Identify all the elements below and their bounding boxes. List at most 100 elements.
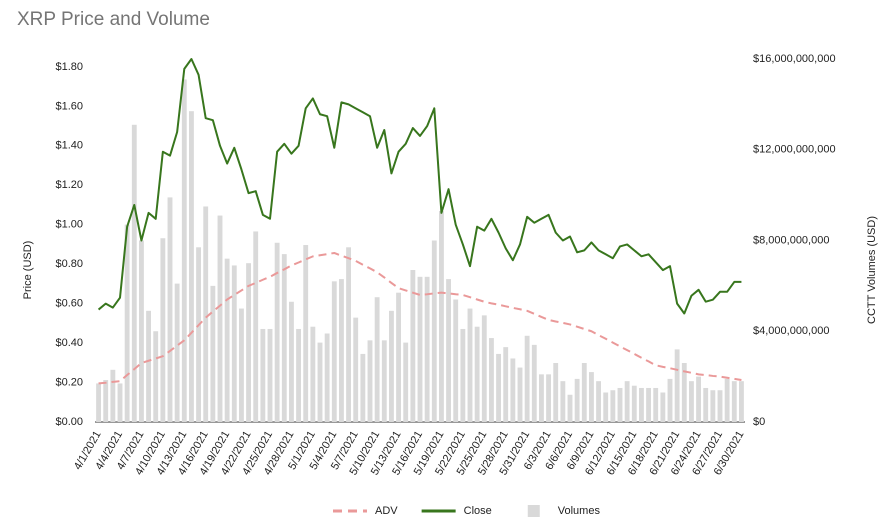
bar: [181, 79, 187, 422]
bar: [424, 276, 430, 422]
bar: [724, 378, 730, 422]
bar: [203, 206, 209, 422]
bar: [539, 374, 544, 422]
bar: [139, 240, 144, 422]
bar: [689, 381, 694, 422]
bar: [117, 383, 123, 422]
bar: [617, 387, 623, 422]
line-close: [97, 58, 742, 315]
bar: [274, 242, 280, 422]
bar: [339, 279, 344, 422]
legend-label: Volumes: [558, 505, 601, 517]
bar: [153, 331, 159, 422]
bar: [417, 276, 423, 422]
bar: [603, 392, 609, 422]
bar: [524, 335, 530, 422]
bar: [481, 315, 487, 422]
bar: [146, 310, 151, 422]
y2-tick-label: $16,000,000,000: [753, 53, 836, 65]
bar: [467, 308, 473, 422]
bar: [403, 342, 409, 422]
bar: [289, 301, 294, 422]
bar: [96, 383, 101, 422]
bar: [489, 338, 494, 422]
bar: [581, 363, 587, 422]
bar: [260, 328, 266, 422]
bar: [131, 124, 137, 422]
bar: [574, 378, 580, 422]
bar: [231, 265, 237, 422]
bar: [410, 269, 416, 422]
bar: [353, 317, 359, 422]
y-tick-label: $1.00: [55, 219, 83, 231]
bar: [589, 372, 594, 422]
bar: [217, 215, 223, 422]
bar: [324, 333, 330, 422]
y-tick-label: $1.40: [55, 140, 83, 152]
bar: [739, 381, 744, 422]
y-tick-label: $1.20: [55, 179, 83, 191]
bar: [674, 349, 680, 422]
y-tick-label: $0.40: [55, 337, 83, 349]
bar: [460, 328, 466, 422]
bar: [546, 374, 551, 422]
bar: [610, 390, 616, 422]
legend-swatch: [527, 505, 540, 517]
bar: [360, 353, 366, 422]
bar: [696, 376, 701, 422]
bar: [367, 340, 373, 422]
y2-axis-title: CCTT Volumes (USD): [866, 216, 878, 324]
bar: [224, 258, 230, 422]
bar: [160, 238, 166, 422]
bar: [267, 328, 273, 422]
bar: [239, 308, 244, 422]
bar: [374, 297, 380, 422]
legend-label: Close: [464, 505, 492, 517]
bar: [446, 279, 451, 422]
bar: [717, 390, 723, 422]
bar: [110, 369, 116, 422]
y-tick-label: $1.80: [55, 61, 83, 73]
bar: [296, 328, 301, 422]
bar: [667, 378, 673, 422]
y2-tick-label: $8,000,000,000: [753, 234, 829, 246]
bar: [310, 326, 316, 422]
bar: [560, 381, 566, 422]
bar: [381, 340, 387, 422]
bar: [167, 197, 173, 422]
bar: [731, 381, 737, 422]
bar: [710, 390, 716, 422]
y2-tick-label: $0: [753, 416, 765, 428]
bar: [531, 344, 537, 422]
bar: [196, 247, 201, 422]
bar: [389, 310, 394, 422]
bar: [660, 392, 666, 422]
bar: [681, 363, 687, 422]
y-tick-label: $1.60: [55, 100, 83, 112]
bar: [246, 263, 251, 422]
bar: [331, 281, 337, 422]
bar: [703, 387, 709, 422]
bar: [624, 381, 630, 422]
bar: [631, 385, 637, 422]
bar: [474, 326, 480, 422]
bar: [124, 224, 130, 422]
bar: [103, 380, 109, 422]
bar: [431, 240, 437, 422]
bar: [281, 254, 287, 422]
bar: [503, 347, 509, 422]
chart-title: XRP Price and Volume: [17, 9, 210, 30]
y2-tick-label: $4,000,000,000: [753, 325, 829, 337]
bar: [653, 387, 659, 422]
y-tick-label: $0.80: [55, 258, 83, 270]
bar: [496, 353, 501, 422]
y-axis-title: Price (USD): [22, 241, 34, 300]
y2-tick-label: $12,000,000,000: [753, 144, 836, 156]
bar: [303, 245, 309, 422]
bar: [189, 111, 194, 423]
bar: [517, 367, 523, 422]
bar: [567, 394, 573, 422]
bar: [639, 387, 644, 422]
bar: [553, 363, 559, 422]
